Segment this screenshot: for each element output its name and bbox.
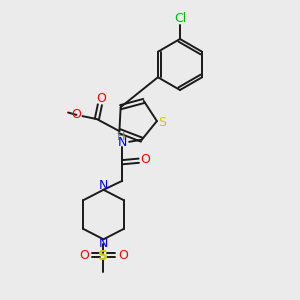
Text: O: O	[96, 92, 106, 105]
Text: S: S	[98, 249, 109, 263]
Text: N: N	[118, 136, 127, 149]
Text: N: N	[99, 237, 108, 250]
Text: N: N	[99, 179, 108, 192]
Text: O: O	[118, 249, 128, 262]
Text: S: S	[158, 116, 166, 129]
Text: O: O	[140, 153, 150, 166]
Text: H: H	[117, 132, 125, 142]
Text: O: O	[72, 108, 81, 121]
Text: O: O	[79, 249, 88, 262]
Text: Cl: Cl	[174, 12, 186, 25]
